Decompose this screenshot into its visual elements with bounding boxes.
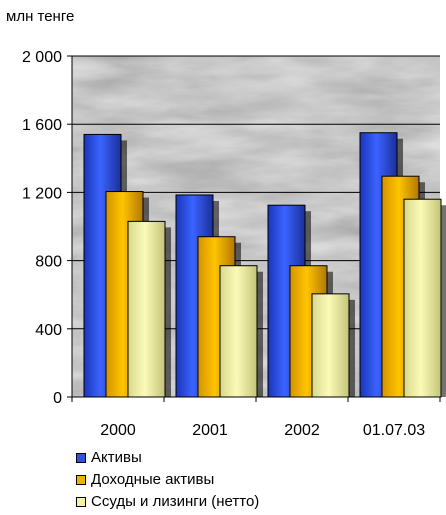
legend-item-loans-leasing: Ссуды и лизинги (нетто): [76, 491, 259, 513]
x-tick-label: 2001: [192, 422, 228, 439]
bar-shadow: [441, 205, 446, 397]
legend-item-assets: Активы: [76, 447, 259, 469]
legend-item-earning-assets: Доходные активы: [76, 469, 259, 491]
legend-label-assets: Активы: [91, 449, 142, 466]
y-tick-label: 800: [35, 254, 62, 271]
x-tick-label: 2000: [100, 422, 136, 439]
y-tick-label: 1 200: [22, 185, 62, 202]
legend-label-loans-leasing: Ссуды и лизинги (нетто): [91, 493, 260, 510]
bar-2-1: [219, 265, 258, 398]
y-tick-label: 1 600: [22, 117, 62, 134]
bar-2-2: [311, 293, 350, 398]
bar-shadow: [349, 299, 355, 397]
legend-swatch-earning-assets: [76, 475, 86, 485]
x-tick-label: 01.07.03: [363, 422, 425, 439]
legend-swatch-assets: [76, 453, 86, 463]
y-tick-label: 2 000: [22, 49, 62, 66]
bar-2-0: [127, 220, 166, 398]
bar-shadow: [257, 271, 263, 397]
legend: Активы Доходные активы Ссуды и лизинги (…: [76, 447, 259, 513]
y-tick-labels: 0 400 800 1 200 1 600 2 000: [22, 49, 62, 407]
legend-label-earning-assets: Доходные активы: [91, 471, 215, 488]
legend-swatch-loans-leasing: [76, 497, 86, 507]
y-tick-label: 0: [53, 390, 62, 407]
axes: [71, 56, 441, 402]
x-tick-label: 2002: [284, 422, 320, 439]
bars: [83, 132, 446, 398]
bar-2-3: [403, 198, 442, 398]
bar-shadow: [165, 227, 171, 397]
y-axis-unit-label: млн тенге: [6, 8, 75, 25]
y-tick-label: 400: [35, 322, 62, 339]
x-tick-labels: 2000 2001 2002 01.07.03: [100, 422, 425, 439]
